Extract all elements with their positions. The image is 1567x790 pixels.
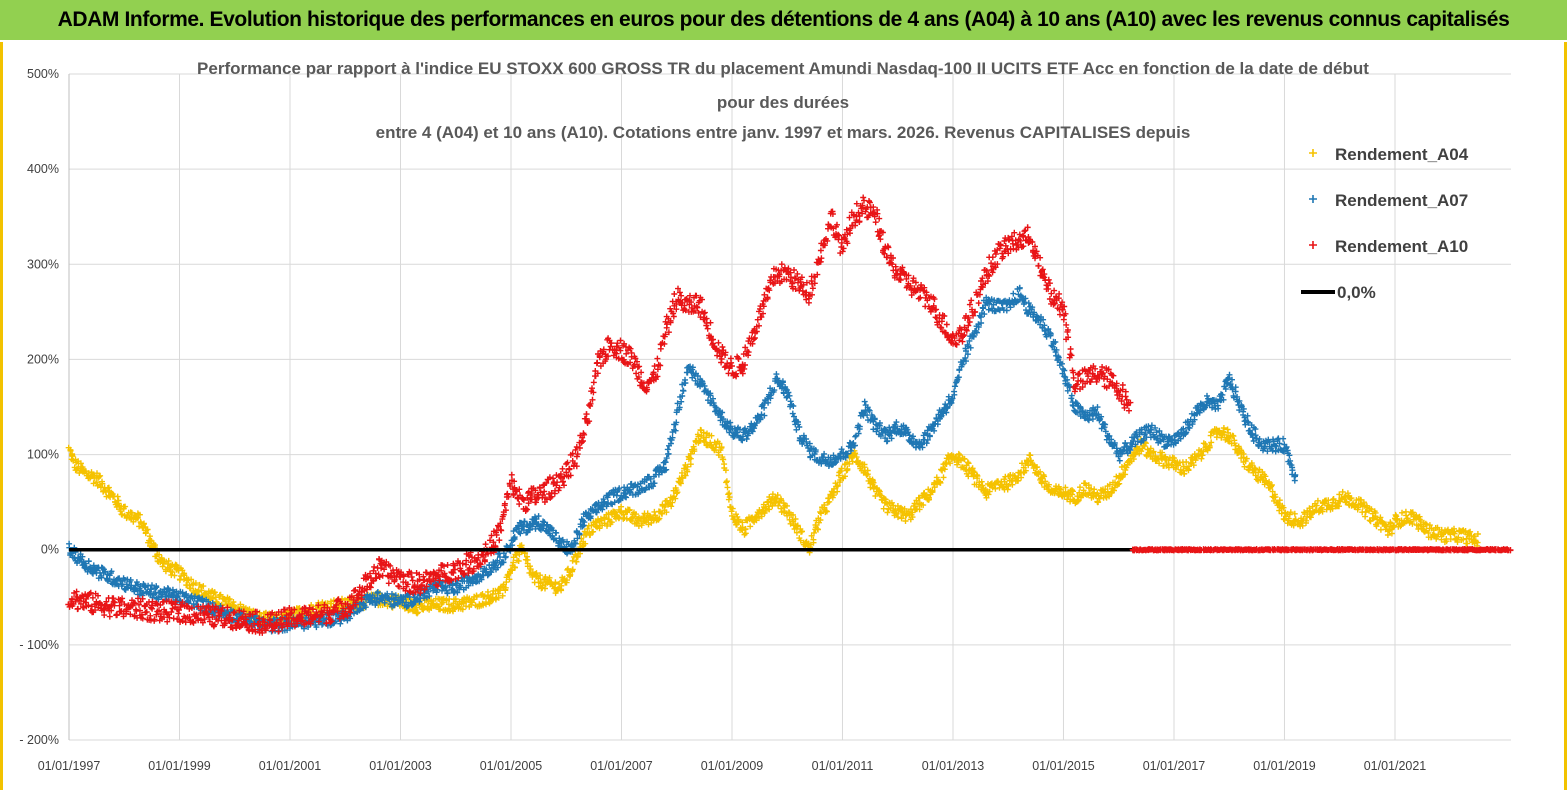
legend-marker	[1309, 149, 1317, 157]
series-Rendement_A10	[65, 194, 1134, 636]
y-tick-label: - 200%	[19, 733, 59, 747]
x-tick-label: 01/01/2007	[590, 759, 653, 773]
zero-segment-points	[1129, 546, 1514, 554]
chart-title-line-2: pour des durées	[717, 93, 849, 112]
series-Rendement_A04	[65, 425, 1481, 630]
series	[65, 194, 1514, 636]
chart-title-line-3: entre 4 (A04) et 10 ans (A10). Cotations…	[376, 123, 1191, 142]
series-Rendement_A07	[66, 284, 1299, 635]
legend-marker	[1309, 241, 1317, 249]
legend-item: Rendement_A04	[1309, 145, 1469, 164]
y-tick-label: 0%	[41, 543, 59, 557]
y-tick-label: - 100%	[19, 638, 59, 652]
chart-title-line-1: Performance par rapport à l'indice EU ST…	[197, 59, 1369, 78]
legend-label: 0,0%	[1337, 283, 1376, 302]
series-points	[66, 284, 1299, 635]
legend: Rendement_A04 Rendement_A07 Rendement_A10 0…	[1301, 145, 1469, 302]
x-tick-label: 01/01/1999	[148, 759, 211, 773]
x-tick-label: 01/01/2021	[1364, 759, 1427, 773]
grid	[68, 73, 1511, 741]
y-tick-label: 200%	[27, 352, 59, 366]
series-points	[65, 194, 1134, 636]
x-tick-label: 01/01/2017	[1143, 759, 1206, 773]
performance-chart: Performance par rapport à l'indice EU ST…	[19, 59, 1514, 773]
header-banner: ADAM Informe. Evolution historique des p…	[0, 0, 1567, 40]
legend-item: 0,0%	[1301, 283, 1376, 302]
x-tick-label: 01/01/2003	[369, 759, 432, 773]
y-tick-label: 100%	[27, 448, 59, 462]
y-axis-ticks: - 200% - 100% 0% 100% 200% 300% 400% 500%	[19, 67, 59, 747]
series-zero-segment	[1129, 546, 1514, 554]
x-tick-label: 01/01/2015	[1032, 759, 1095, 773]
y-tick-label: 300%	[27, 257, 59, 271]
chart-title: Performance par rapport à l'indice EU ST…	[197, 59, 1369, 142]
x-tick-label: 01/01/2009	[701, 759, 764, 773]
legend-item: Rendement_A10	[1309, 237, 1468, 256]
x-tick-label: 01/01/1997	[38, 759, 101, 773]
legend-label: Rendement_A07	[1335, 191, 1468, 210]
x-tick-label: 01/01/2011	[812, 759, 874, 773]
x-tick-label: 01/01/2019	[1253, 759, 1316, 773]
x-tick-label: 01/01/2005	[480, 759, 543, 773]
x-axis-ticks: 01/01/1997 01/01/1999 01/01/2001 01/01/2003…	[38, 759, 1427, 773]
chart-frame: Performance par rapport à l'indice EU ST…	[0, 42, 1567, 790]
legend-item: Rendement_A07	[1309, 191, 1468, 210]
legend-label: Rendement_A04	[1335, 145, 1469, 164]
y-tick-label: 500%	[27, 67, 59, 81]
x-tick-label: 01/01/2013	[922, 759, 985, 773]
x-tick-label: 01/01/2001	[259, 759, 322, 773]
page-title: ADAM Informe. Evolution historique des p…	[57, 8, 1510, 31]
series-points	[65, 425, 1481, 630]
y-tick-label: 400%	[27, 162, 59, 176]
legend-label: Rendement_A10	[1335, 237, 1468, 256]
legend-marker	[1309, 195, 1317, 203]
